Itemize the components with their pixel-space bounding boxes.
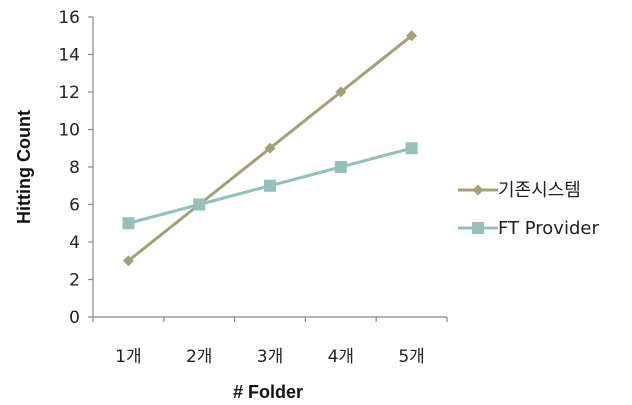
x-ticks: 1개 2개 3개 4개 5개 bbox=[92, 317, 448, 367]
y-tick-label: 12 bbox=[58, 83, 80, 103]
y-tick-label: 10 bbox=[58, 121, 80, 141]
y-tick-label: 0 bbox=[69, 308, 80, 328]
data-point bbox=[122, 217, 135, 230]
data-point bbox=[405, 142, 418, 155]
y-ticks: 0 2 4 6 8 10 12 14 16 bbox=[58, 8, 93, 328]
data-point bbox=[122, 255, 134, 267]
y-tick-label: 2 bbox=[69, 271, 80, 291]
x-axis: 1개 2개 3개 4개 5개 bbox=[92, 316, 448, 367]
series-2 bbox=[122, 142, 418, 230]
x-tick-label: 5개 bbox=[398, 347, 424, 367]
x-tick-label: 1개 bbox=[115, 347, 141, 367]
legend-label: 기존시스템 bbox=[498, 180, 581, 201]
y-tick-label: 8 bbox=[69, 158, 80, 178]
y-axis: 0 2 4 6 8 10 12 14 16 bbox=[58, 8, 94, 328]
legend-item: 기존시스템 bbox=[458, 180, 581, 201]
legend-marker bbox=[472, 222, 484, 234]
legend-label: FT Provider bbox=[498, 218, 599, 239]
y-tick-label: 6 bbox=[69, 196, 80, 216]
x-tick-label: 2개 bbox=[186, 347, 212, 367]
x-axis-title: # Folder bbox=[233, 382, 303, 402]
series-1 bbox=[122, 30, 418, 267]
data-point bbox=[264, 179, 276, 192]
y-tick-label: 4 bbox=[69, 233, 80, 253]
x-tick-label: 3개 bbox=[257, 347, 283, 367]
data-point bbox=[193, 198, 206, 211]
y-tick-label: 14 bbox=[58, 46, 80, 66]
data-point bbox=[264, 142, 276, 154]
data-point bbox=[334, 161, 347, 173]
data-point bbox=[406, 30, 418, 42]
data-point bbox=[335, 86, 347, 98]
y-axis-title: Hitting Count bbox=[14, 110, 34, 224]
legend: 기존시스템 FT Provider bbox=[458, 180, 599, 239]
legend-item: FT Provider bbox=[458, 218, 599, 239]
series-layer bbox=[122, 30, 418, 267]
y-tick-label: 16 bbox=[58, 8, 80, 28]
legend-marker bbox=[472, 184, 484, 196]
x-tick-label: 4개 bbox=[328, 347, 354, 367]
